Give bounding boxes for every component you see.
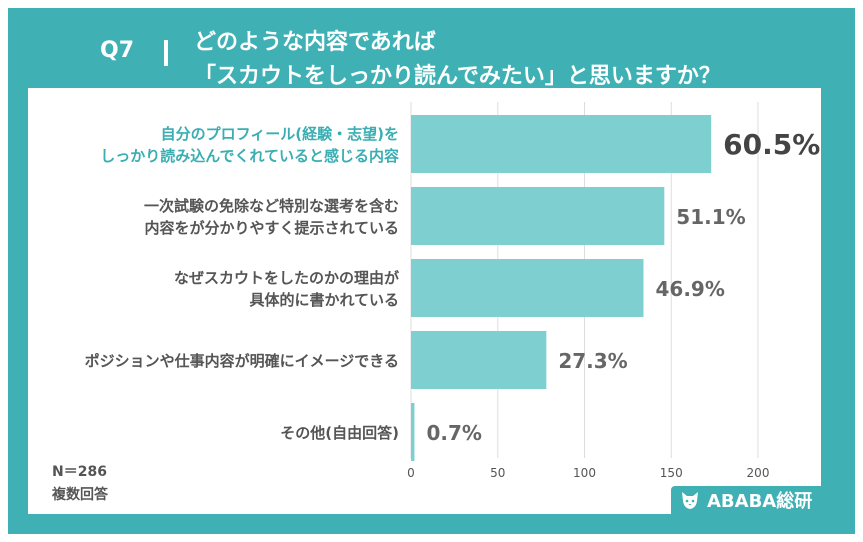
value-label: 60.5%	[723, 128, 820, 161]
bar	[411, 115, 712, 173]
category-label: 具体的に書かれている	[249, 291, 399, 309]
x-tick-label: 50	[490, 466, 505, 480]
value-label: 46.9%	[655, 277, 724, 301]
brand-logo: ABABA総研	[671, 486, 821, 514]
question-title-line1: どのような内容であれば	[194, 30, 436, 55]
question-number: Q7	[100, 38, 135, 63]
question-title-line2: 「スカウトをしっかり読んでみたい」と思いますか？	[194, 64, 721, 89]
value-label: 51.1%	[676, 205, 745, 229]
header: Q7 どのような内容であれば 「スカウトをしっかり読んでみたい」と思いますか？	[8, 8, 855, 96]
bar	[411, 187, 665, 245]
bar	[411, 331, 547, 389]
category-label: なぜスカウトをしたのかの理由が	[174, 269, 400, 287]
brand-name: ABABA総研	[707, 491, 813, 512]
x-tick-label: 200	[747, 466, 770, 480]
dog-icon	[682, 492, 698, 509]
category-label: 一次試験の免除など特別な選考を含む	[144, 197, 399, 215]
bar	[411, 259, 644, 317]
answer-type-note: 複数回答	[51, 486, 109, 503]
x-tick-label: 150	[660, 466, 683, 480]
chart-panel: 0 50 100 150 200 60.5% 自分のプロフィール(経験・志望)をしっかり読み…	[28, 88, 821, 514]
category-label: 内容をが分かりやすく提示されている	[144, 219, 399, 237]
x-tick-label: 100	[573, 466, 596, 480]
category-label: ポジションや仕事内容が明確にイメージできる	[85, 352, 399, 370]
value-label: 0.7%	[426, 421, 481, 445]
sample-size: N＝286	[52, 464, 107, 480]
category-label: しっかり読み込んでくれていると感じる内容	[100, 147, 399, 165]
bar	[411, 403, 415, 461]
category-label: その他(自由回答)	[280, 424, 399, 442]
x-tick-label: 0	[407, 466, 415, 480]
bar-chart: 0 50 100 150 200 60.5% 自分のプロフィール(経験・志望)をしっかり読み…	[51, 102, 820, 503]
title-divider	[164, 40, 168, 66]
value-label: 27.3%	[558, 349, 627, 373]
category-label: 自分のプロフィール(経験・志望)を	[161, 125, 399, 143]
